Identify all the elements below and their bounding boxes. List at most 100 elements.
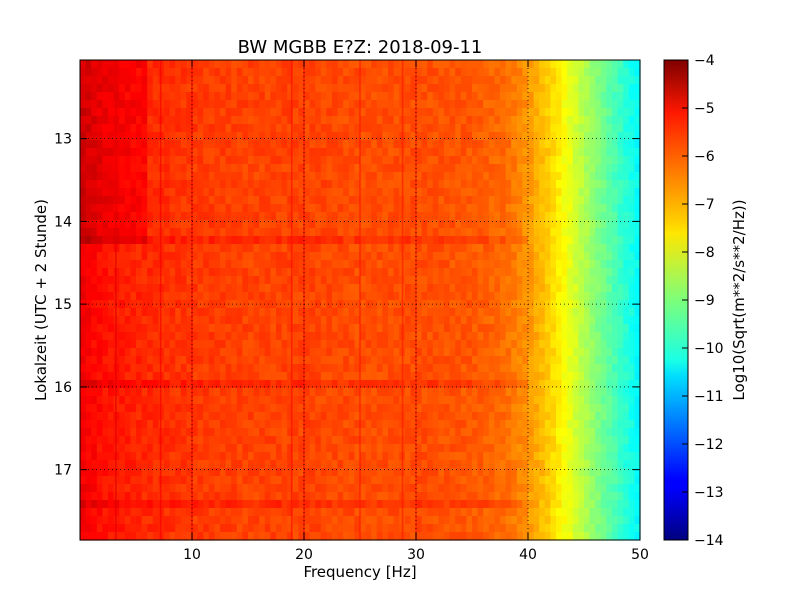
heatmap-cell [522,108,529,117]
heatmap-cell [528,276,535,285]
heatmap-cell [388,436,395,445]
heatmap-cell [332,164,339,173]
heatmap-cell [186,356,193,365]
heatmap-cell [253,60,260,69]
heatmap-cell [141,396,148,405]
heatmap-cell [343,324,350,333]
heatmap-cell [365,148,372,157]
heatmap-cell [388,364,395,373]
heatmap-cell [197,252,204,261]
heatmap-cell [242,284,249,293]
heatmap-cell [152,452,159,461]
heatmap-cell [259,260,266,269]
heatmap-cell [561,412,568,421]
heatmap-cell [96,316,103,325]
heatmap-cell [158,324,165,333]
heatmap-cell [376,324,383,333]
heatmap-cell [203,348,210,357]
heatmap-cell [169,340,176,349]
heatmap-cell [371,300,378,309]
heatmap-cell [556,324,563,333]
heatmap-cell [578,372,585,381]
heatmap-cell [371,244,378,253]
heatmap-cell [248,404,255,413]
heatmap-cell [500,68,507,77]
heatmap-cell [332,140,339,149]
heatmap-cell [539,244,546,253]
heatmap-cell [253,188,260,197]
heatmap-cell [175,252,182,261]
heatmap-cell [460,68,467,77]
heatmap-cell [298,244,305,253]
heatmap-cell [169,412,176,421]
heatmap-cell [427,68,434,77]
heatmap-cell [197,180,204,189]
heatmap-cell [337,172,344,181]
heatmap-cell [91,68,98,77]
heatmap-cell [634,196,641,205]
heatmap-cell [444,316,451,325]
heatmap-cell [578,404,585,413]
heatmap-cell [472,276,479,285]
heatmap-cell [214,276,221,285]
heatmap-cell [169,348,176,357]
heatmap-cell [320,180,327,189]
heatmap-cell [287,380,294,389]
heatmap-cell [141,196,148,205]
heatmap-cell [136,324,143,333]
heatmap-cell [427,140,434,149]
heatmap-cell [505,308,512,317]
heatmap-cell [544,308,551,317]
heatmap-cell [124,452,131,461]
heatmap-cell [113,260,120,269]
heatmap-cell [80,308,87,317]
heatmap-cell [124,252,131,261]
heatmap-cell [281,364,288,373]
heatmap-cell [382,364,389,373]
heatmap-cell [332,252,339,261]
heatmap-cell [623,100,630,109]
heatmap-cell [634,260,641,269]
heatmap-cell [225,292,232,301]
heatmap-cell [360,84,367,93]
heatmap-cell [292,148,299,157]
heatmap-cell [505,292,512,301]
heatmap-cell [589,388,596,397]
heatmap-cell [287,180,294,189]
heatmap-cell [304,252,311,261]
heatmap-cell [136,252,143,261]
heatmap-cell [343,204,350,213]
heatmap-cell [550,116,557,125]
heatmap-cell [522,284,529,293]
heatmap-cell [628,388,635,397]
heatmap-cell [164,364,171,373]
heatmap-cell [276,380,283,389]
heatmap-cell [304,132,311,141]
heatmap-cell [85,372,92,381]
heatmap-cell [102,300,109,309]
heatmap-cell [522,300,529,309]
heatmap-cell [208,364,215,373]
heatmap-cell [416,260,423,269]
heatmap-cell [270,68,277,77]
heatmap-cell [197,60,204,69]
heatmap-cell [371,356,378,365]
heatmap-cell [309,388,316,397]
heatmap-cell [539,108,546,117]
heatmap-cell [197,76,204,85]
heatmap-cell [421,108,428,117]
heatmap-cell [365,140,372,149]
heatmap-cell [466,204,473,213]
heatmap-cell [164,324,171,333]
heatmap-cell [360,132,367,141]
heatmap-cell [186,428,193,437]
heatmap-cell [108,316,115,325]
heatmap-cell [220,124,227,133]
heatmap-cell [544,164,551,173]
heatmap-cell [522,428,529,437]
heatmap-cell [416,268,423,277]
heatmap-cell [460,268,467,277]
heatmap-cell [119,356,126,365]
heatmap-cell [80,276,87,285]
heatmap-cell [337,316,344,325]
